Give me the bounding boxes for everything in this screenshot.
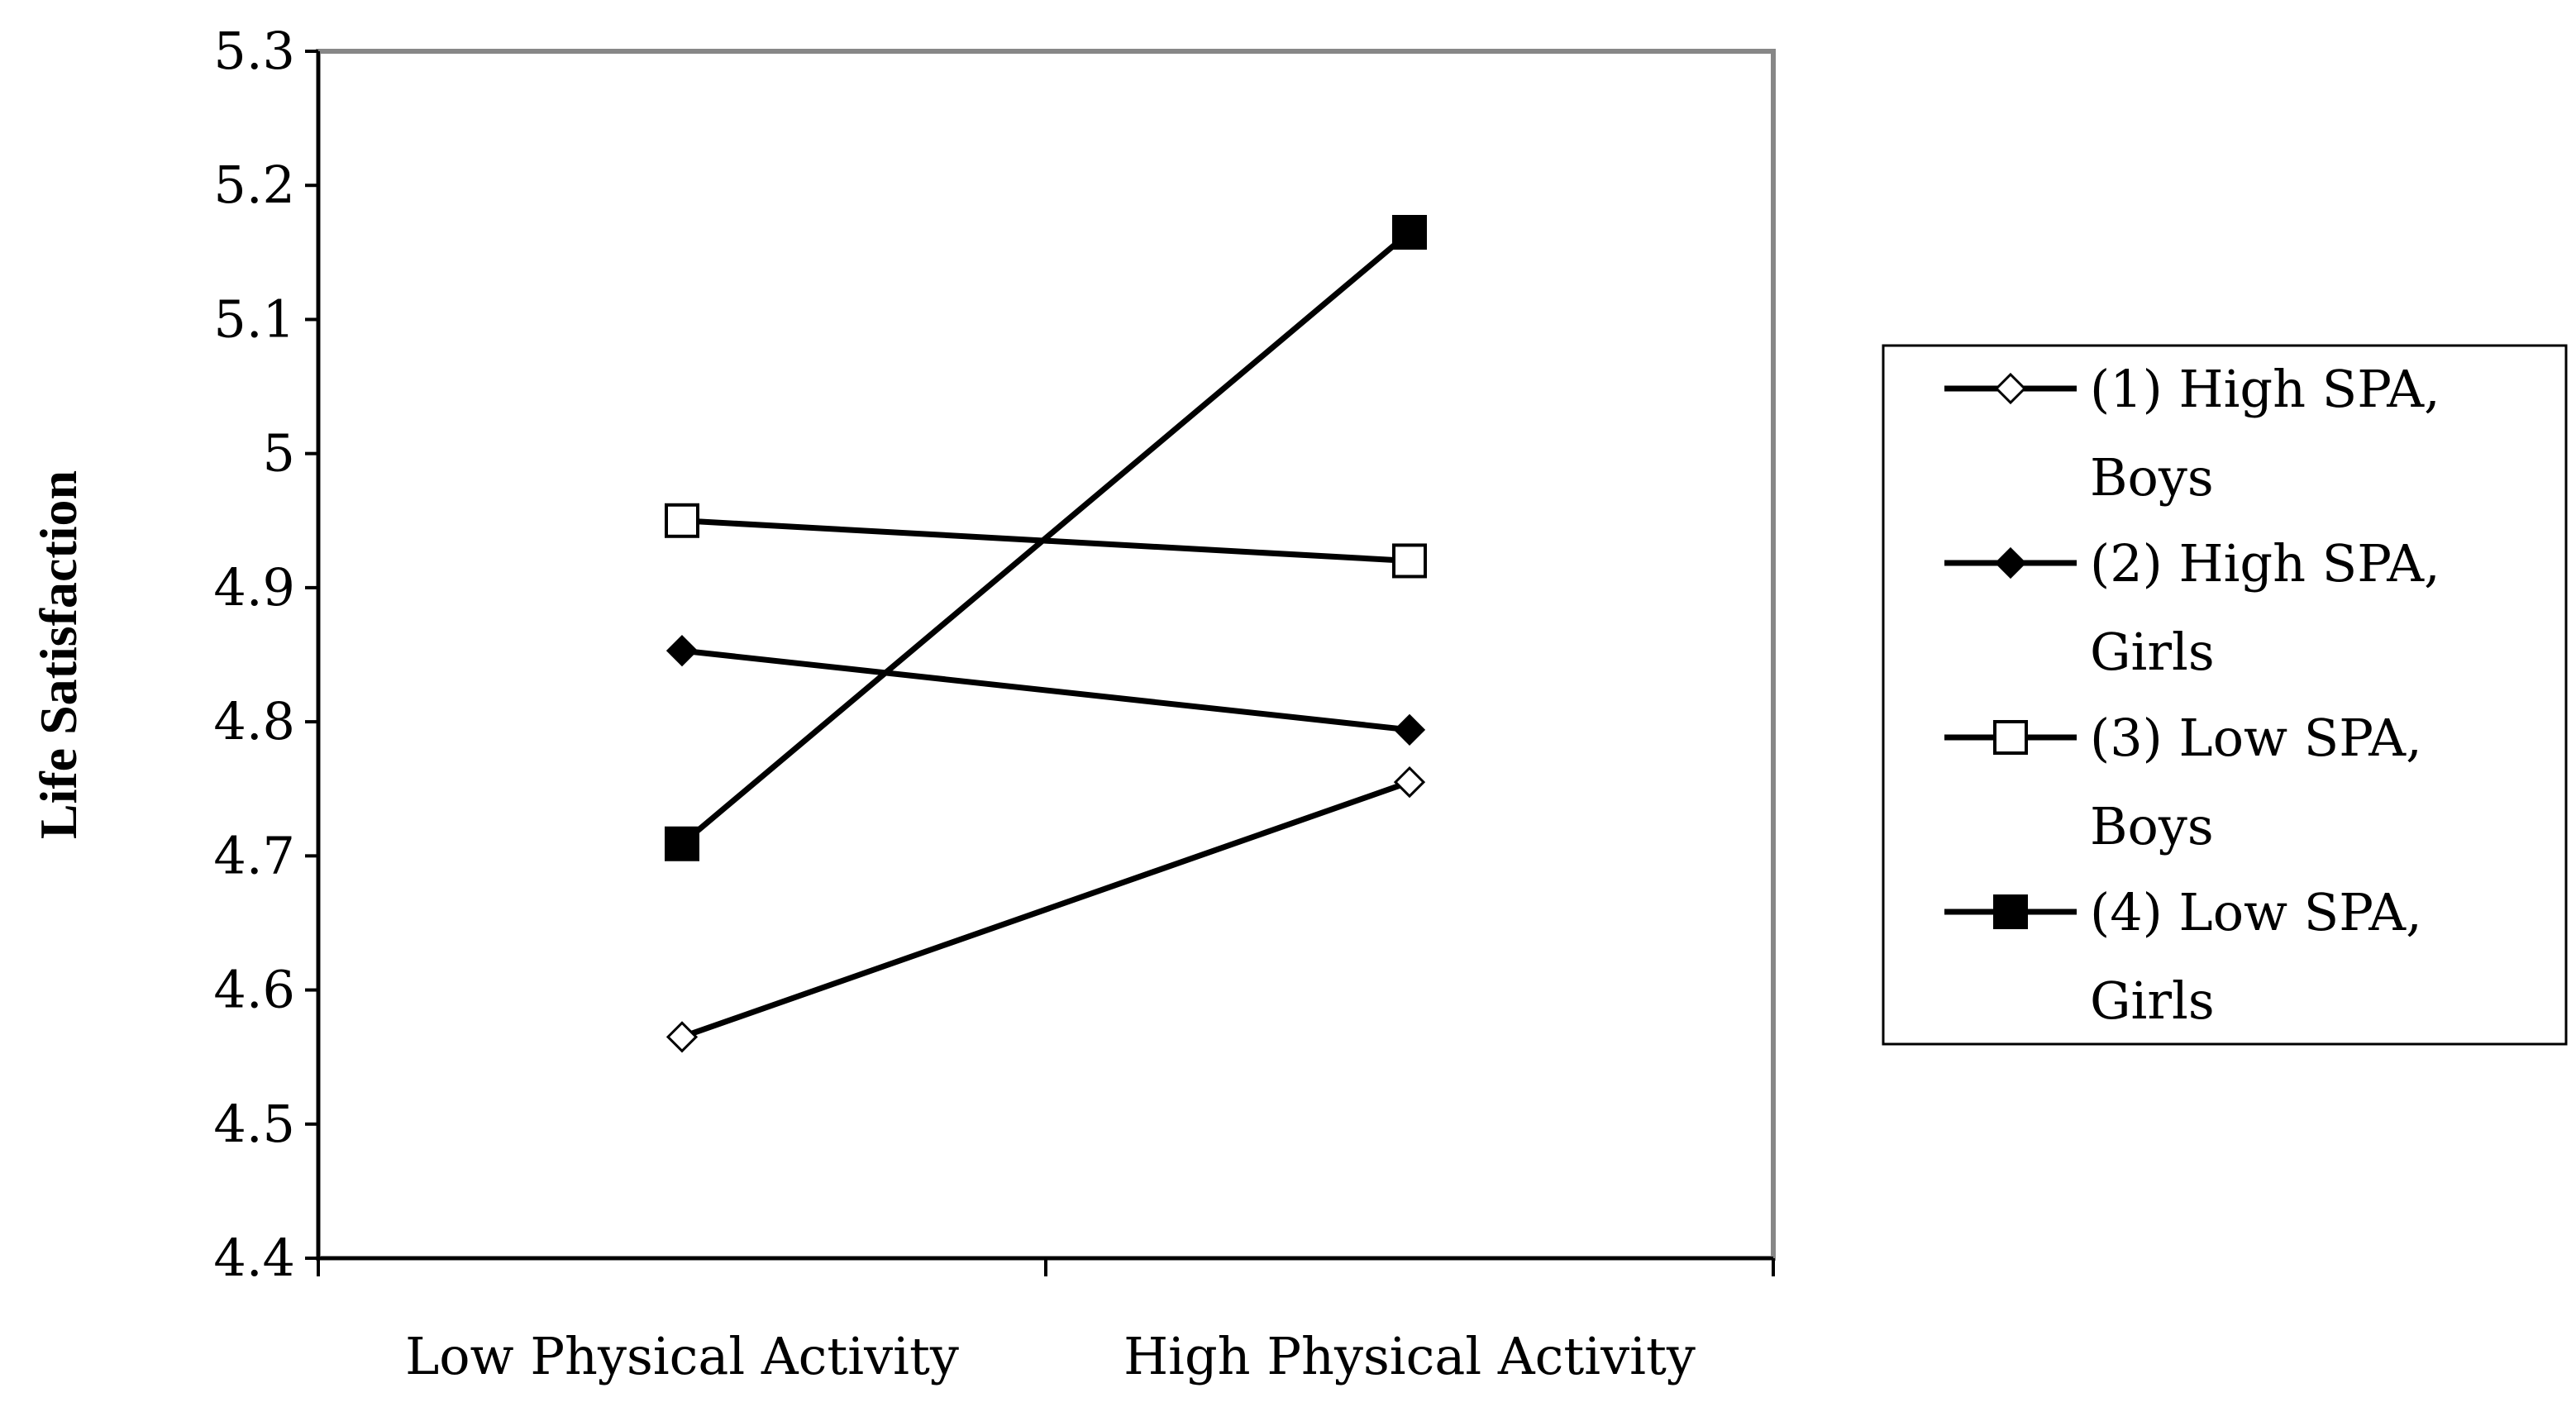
legend-label: (3) Low SPA, (2090, 708, 2422, 768)
series-1 (665, 766, 1426, 1053)
x-axis-ticks: Low Physical Activity High Physical Activ… (317, 1258, 1775, 1386)
legend-item: (3) Low SPA, Boys (1944, 708, 2422, 856)
y-axis-title: Life Satisfaction (29, 470, 88, 839)
y-tick-label: 5.3 (213, 21, 295, 81)
series-layer (665, 215, 1427, 1053)
x-tick-label: High Physical Activity (1123, 1326, 1696, 1386)
legend-marker (1993, 894, 2028, 929)
data-point (1392, 543, 1427, 579)
plot-area (316, 49, 1776, 1261)
y-tick-label: 5.1 (213, 289, 295, 349)
legend-label: (4) Low SPA, (2090, 882, 2422, 942)
series-line (681, 647, 1410, 733)
legend-label: Girls (2090, 971, 2215, 1031)
legend-label: (1) High SPA, (2090, 359, 2440, 419)
data-point (665, 503, 699, 538)
legend-label: Boys (2090, 447, 2214, 508)
legend-label: (2) High SPA, (2090, 533, 2440, 594)
legend-marker (1994, 546, 2027, 579)
series-2 (665, 635, 1426, 746)
legend-item: (2) High SPA, Girls (1944, 533, 2440, 682)
data-point (1392, 215, 1427, 250)
legend-label: Boys (2090, 796, 2214, 856)
data-point (1393, 766, 1426, 799)
y-tick-label: 4.8 (213, 691, 295, 751)
y-axis-ticks: 4.4 4.5 4.6 4.7 4.8 4.9 5 5.1 5.2 5.3 (213, 21, 318, 1288)
legend-item: (4) Low SPA, Girls (1944, 882, 2422, 1031)
series-4 (665, 215, 1427, 861)
y-tick-label: 4.9 (213, 557, 295, 618)
y-tick-label: 4.5 (213, 1094, 295, 1154)
legend-label: Girls (2090, 622, 2215, 682)
y-tick-label: 4.4 (213, 1228, 295, 1288)
y-tick-label: 5.2 (213, 155, 295, 215)
data-point (665, 826, 699, 861)
y-tick-label: 4.7 (213, 825, 295, 885)
data-point (665, 635, 699, 667)
y-tick-label: 4.6 (213, 960, 295, 1020)
data-point (1393, 713, 1426, 746)
series-line (680, 779, 1411, 1040)
legend-marker (1993, 720, 2028, 755)
legend-item: (1) High SPA, Boys (1944, 359, 2440, 508)
data-point (665, 1021, 699, 1053)
legend: (1) High SPA, Boys (2) High SPA, Girls (3) L… (1882, 344, 2568, 1046)
x-tick-label: Low Physical Activity (405, 1326, 959, 1386)
y-tick-label: 5 (263, 423, 295, 484)
legend-marker (1994, 372, 2027, 405)
series-line (680, 230, 1412, 847)
